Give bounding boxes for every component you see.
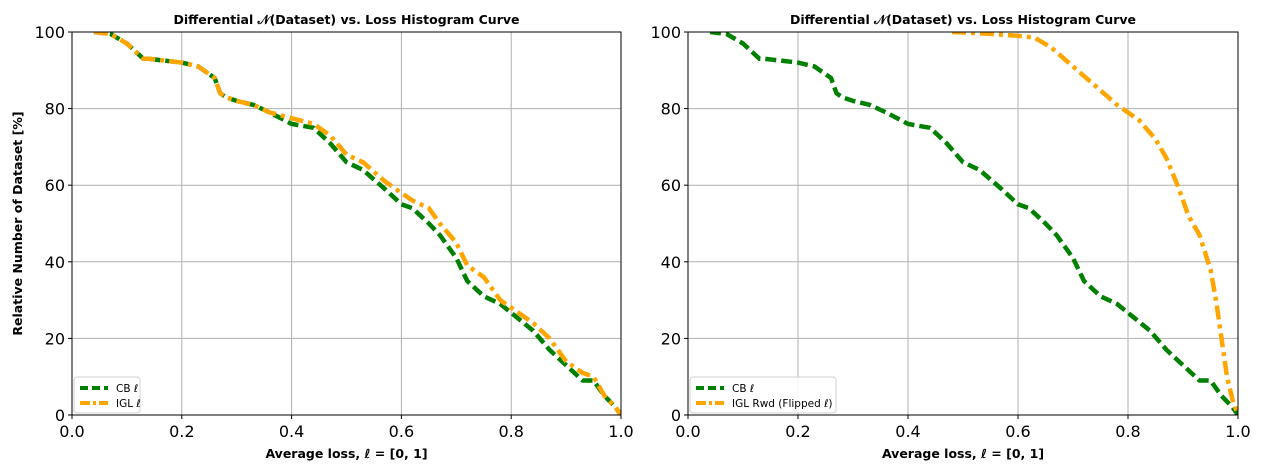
x-tick-label: 0.4 xyxy=(279,422,304,441)
x-tick-label: 1.0 xyxy=(608,422,633,441)
chart-2: 0.0 0.2 0.4 0.6 0.8 1.0 0 20 40 60 80 100 Differenti… xyxy=(650,12,1250,461)
legend-entry: IGL Rwd (Flipped ℓ) xyxy=(732,398,833,410)
x-tick-label: 0.4 xyxy=(895,422,920,441)
chart-title: Differential 𝒩(Dataset) vs. Loss Histogr… xyxy=(173,12,519,27)
x-tick-label: 0.0 xyxy=(675,422,700,441)
series-line-2 xyxy=(93,32,621,415)
x-tick-label: 0.8 xyxy=(498,422,523,441)
legend-entry: CB ℓ xyxy=(732,383,754,395)
x-tick-label: 0.6 xyxy=(1005,422,1030,441)
y-tick-label: 40 xyxy=(661,253,681,272)
y-tick-label: 80 xyxy=(661,100,681,119)
y-tick-label: 20 xyxy=(661,329,681,348)
x-tick-label: 0.8 xyxy=(1115,422,1140,441)
x-tick-label: 0.2 xyxy=(169,422,194,441)
y-tick-label: 60 xyxy=(45,176,65,195)
legend-entry: IGL ℓ xyxy=(116,398,141,410)
y-tick-label: 80 xyxy=(45,100,65,119)
y-tick-label: 20 xyxy=(45,329,65,348)
x-tick-label: 0.6 xyxy=(389,422,414,441)
x-axis-label: Average loss, ℓ = [0, 1] xyxy=(882,446,1044,461)
series-line-2 xyxy=(951,32,1238,415)
legend: CB ℓ IGL Rwd (Flipped ℓ) xyxy=(689,376,837,414)
x-tick-label: 1.0 xyxy=(1225,422,1250,441)
y-tick-label: 40 xyxy=(45,253,65,272)
legend-entry: CB ℓ xyxy=(116,383,138,395)
y-tick-label: 60 xyxy=(661,176,681,195)
series-line-1 xyxy=(709,32,1238,415)
legend-box xyxy=(73,376,141,414)
y-tick-label: 100 xyxy=(650,23,681,42)
y-tick-label: 100 xyxy=(34,23,65,42)
plot-frame xyxy=(71,31,622,416)
x-tick-label: 0.0 xyxy=(59,422,84,441)
y-tick-label: 0 xyxy=(55,406,65,425)
legend: CB ℓ IGL ℓ xyxy=(73,376,141,414)
chart-1: 0.0 0.2 0.4 0.6 0.8 1.0 0 20 40 60 80 100 Differenti… xyxy=(10,12,634,461)
y-axis-label: Relative Number of Dataset [%] xyxy=(10,111,25,335)
series-line-1 xyxy=(93,32,621,415)
x-axis-label: Average loss, ℓ = [0, 1] xyxy=(265,446,427,461)
plot-frame xyxy=(687,31,1239,416)
x-tick-label: 0.2 xyxy=(785,422,810,441)
legend-box xyxy=(689,376,837,414)
y-tick-label: 0 xyxy=(671,406,681,425)
chart-title: Differential 𝒩(Dataset) vs. Loss Histogr… xyxy=(790,12,1136,27)
